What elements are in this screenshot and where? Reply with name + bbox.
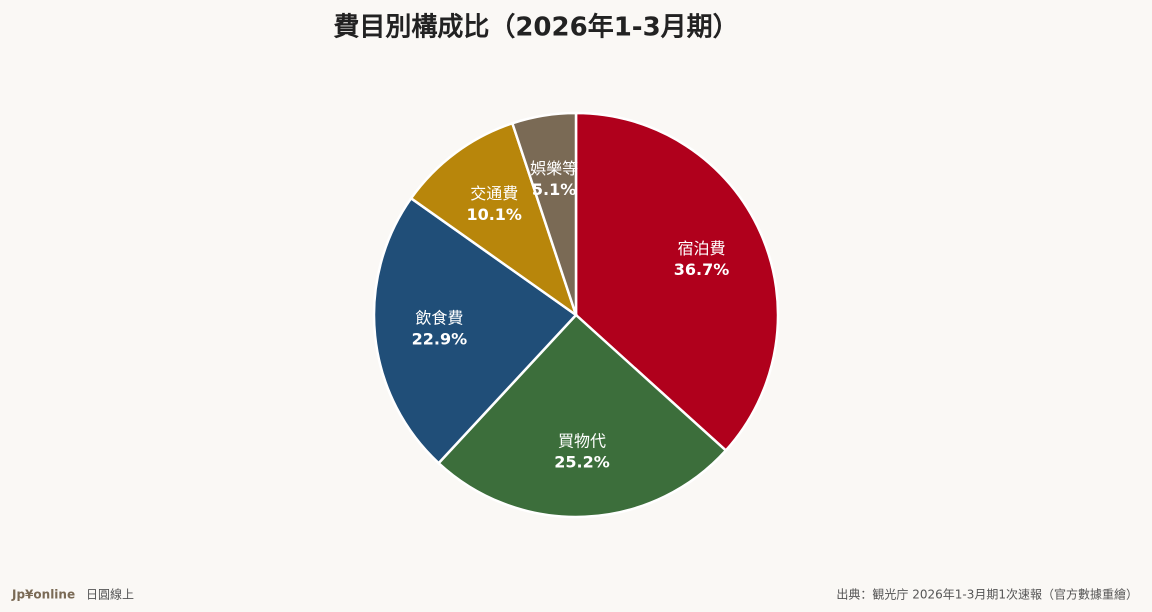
slice-label: 買物代 xyxy=(558,432,606,451)
slice-label: 交通費 xyxy=(470,184,518,203)
chart-title: 費目別構成比（2026年1-3月期） xyxy=(333,12,738,43)
pie-slice xyxy=(574,111,780,453)
pie-slice xyxy=(436,313,728,519)
slice-label: 娯樂等 xyxy=(530,159,578,178)
value-label: 5.1% xyxy=(532,180,576,199)
value-label: 10.1% xyxy=(466,205,522,224)
pie-slice xyxy=(409,121,579,319)
pie: 宿泊費 36.7% 買物代 25.2% 飲食費 22.9% 交通費 10.1% 娯樂等 5.1% xyxy=(372,111,780,519)
tagline: 日圓線上 xyxy=(86,587,134,602)
brand: Jp¥online xyxy=(11,588,75,602)
value-label: 36.7% xyxy=(674,260,730,279)
slice-label: 飲食費 xyxy=(415,309,463,328)
value-label: 22.9% xyxy=(412,330,468,349)
pie-slice xyxy=(510,111,578,316)
source: 出典：観光庁 2026年1-3月期1次速報（官方數據重繪） xyxy=(836,587,1138,602)
value-label: 25.2% xyxy=(554,453,610,472)
pie-slice xyxy=(372,196,578,465)
slice-label: 宿泊費 xyxy=(678,239,726,258)
